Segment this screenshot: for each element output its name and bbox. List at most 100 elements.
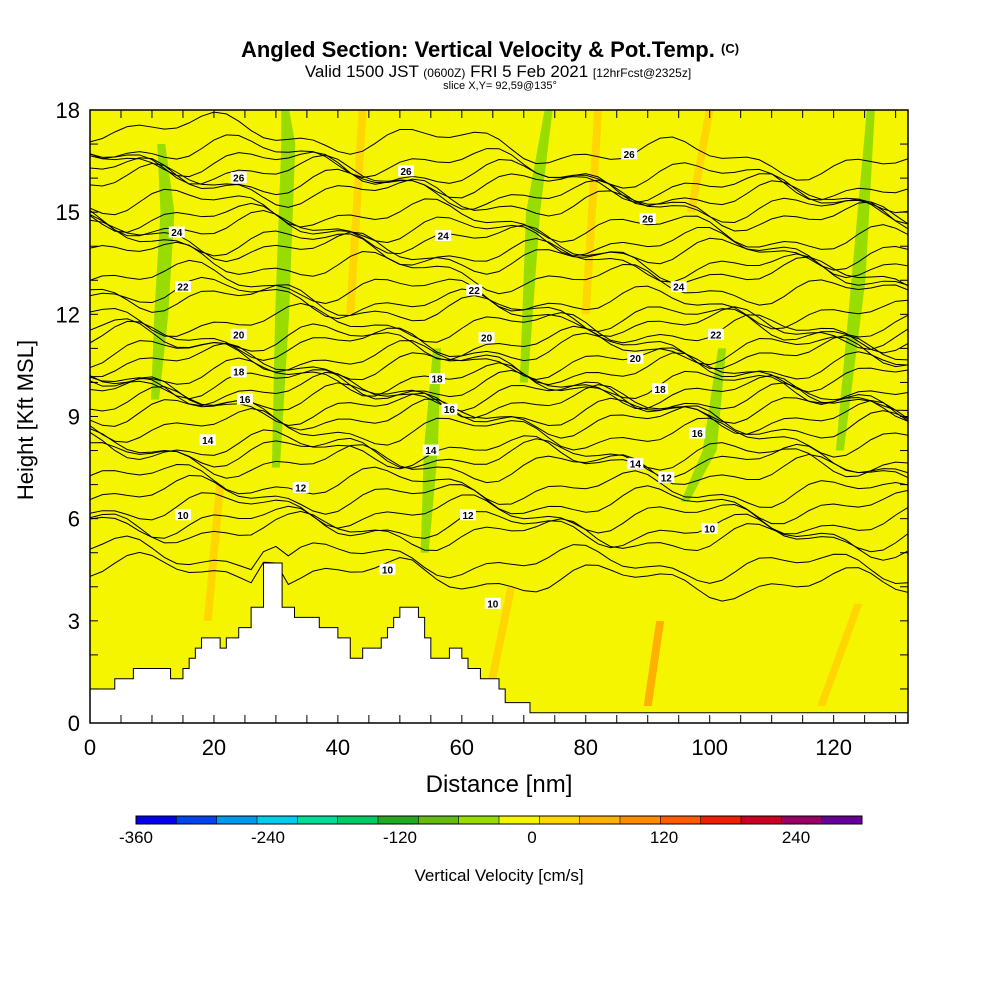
contour-label: 26 bbox=[233, 174, 245, 185]
colorbar-swatch bbox=[781, 816, 823, 824]
contour-label: 10 bbox=[487, 599, 499, 610]
contour-label-bg bbox=[707, 328, 724, 340]
contour-label-bg bbox=[627, 352, 644, 364]
contour-label: 16 bbox=[239, 395, 251, 406]
x-tick-label: 20 bbox=[202, 735, 226, 760]
theta-isoline bbox=[90, 157, 908, 230]
colorbar-swatch bbox=[741, 816, 782, 824]
velocity-region-11 bbox=[643, 620, 665, 706]
velocity-region-12 bbox=[817, 603, 863, 706]
contour-label: 22 bbox=[177, 283, 189, 294]
y-tick-label: 18 bbox=[56, 98, 80, 123]
contour-labels: 10 10 10 10 12 12 12 14 14 14 16 16 16 18 18 18 20 20 20 22… bbox=[168, 148, 724, 610]
theta-contours bbox=[90, 111, 908, 602]
colorbar-tick-label: -240 bbox=[251, 828, 285, 847]
velocity-region-9 bbox=[687, 110, 714, 213]
contour-label: 20 bbox=[233, 330, 245, 341]
velocity-region-8 bbox=[581, 110, 603, 315]
x-tick-label: 100 bbox=[691, 735, 728, 760]
contour-label: 22 bbox=[710, 330, 722, 341]
contour-label-bg bbox=[460, 509, 477, 521]
contour-label: 20 bbox=[481, 334, 493, 345]
theta-isoline bbox=[90, 134, 908, 201]
colorbar-tick-label: -120 bbox=[383, 828, 417, 847]
theta-isoline bbox=[90, 535, 908, 585]
contour-label-bg bbox=[689, 427, 706, 439]
contour-label: 22 bbox=[469, 286, 481, 297]
theta-isoline bbox=[90, 318, 908, 368]
colorbar-swatch bbox=[337, 816, 379, 824]
theta-isoline bbox=[90, 153, 908, 225]
colorbar-swatch bbox=[257, 816, 298, 824]
x-tick-label: 40 bbox=[326, 735, 350, 760]
chart-slice-info: slice X,Y= 92,59@135° bbox=[443, 80, 557, 92]
contour-label-bg bbox=[627, 458, 644, 470]
contour-label-bg bbox=[230, 328, 247, 340]
velocity-region-10 bbox=[482, 586, 516, 706]
colorbar-swatch bbox=[700, 816, 742, 824]
velocity-region-6 bbox=[203, 484, 225, 621]
x-tick-label: 80 bbox=[574, 735, 598, 760]
y-tick-label: 0 bbox=[68, 711, 80, 736]
x-axis: 0 20 40 60 80 100 120 bbox=[84, 110, 897, 760]
contour-label-bg bbox=[429, 373, 446, 385]
chart-subtitle: Valid 1500 JST (0600Z) FRI 5 Feb 2021 [1… bbox=[305, 62, 691, 81]
contour-label-bg bbox=[199, 434, 216, 446]
colorbar-swatch bbox=[176, 816, 218, 824]
colorbar-swatch bbox=[136, 816, 177, 824]
theta-isoline bbox=[90, 111, 908, 181]
contour-label: 18 bbox=[431, 375, 443, 386]
contour-label-bg bbox=[435, 230, 452, 242]
x-axis-label: Distance [nm] bbox=[426, 771, 573, 798]
theta-isoline bbox=[90, 551, 908, 602]
contour-label-bg bbox=[422, 444, 439, 456]
y-tick-label: 9 bbox=[68, 405, 80, 430]
contour-label: 10 bbox=[382, 565, 394, 576]
theta-isoline bbox=[90, 376, 908, 424]
chart-title: Angled Section: Vertical Velocity & Pot.… bbox=[241, 37, 739, 62]
contour-label-bg bbox=[484, 597, 501, 609]
contour-label: 24 bbox=[673, 283, 685, 294]
y-tick-label: 6 bbox=[68, 507, 80, 532]
contour-label-bg bbox=[174, 509, 191, 521]
colorbar-swatch bbox=[620, 816, 661, 824]
contour-label: 24 bbox=[171, 228, 183, 239]
theta-isoline bbox=[90, 259, 908, 330]
colorbar-tick-label: 240 bbox=[782, 828, 810, 847]
contour-label-bg bbox=[639, 212, 656, 224]
contour-label: 26 bbox=[400, 167, 412, 178]
contour-label: 14 bbox=[630, 460, 642, 471]
theta-isoline bbox=[90, 442, 908, 485]
theta-isoline bbox=[90, 320, 908, 369]
x-tick-label: 60 bbox=[450, 735, 474, 760]
contour-label-bg bbox=[174, 281, 191, 293]
theta-isoline bbox=[90, 219, 908, 287]
contour-label: 20 bbox=[630, 354, 642, 365]
y-tick-label: 15 bbox=[56, 200, 80, 225]
y-tick-label: 12 bbox=[56, 302, 80, 327]
colorbar-swatch bbox=[821, 816, 863, 824]
contour-label-bg bbox=[236, 393, 253, 405]
contour-label: 12 bbox=[462, 511, 474, 522]
theta-isoline bbox=[90, 202, 908, 271]
velocity-region-5 bbox=[835, 110, 875, 451]
contour-label: 16 bbox=[444, 405, 456, 416]
contour-label: 26 bbox=[642, 214, 654, 225]
colorbar-tick-label: 120 bbox=[650, 828, 678, 847]
x-tick-label: 0 bbox=[84, 735, 96, 760]
velocity-region-3 bbox=[519, 110, 553, 383]
y-axis: 0 3 6 9 12 15 18 bbox=[56, 98, 908, 736]
contour-label-bg bbox=[466, 284, 483, 296]
theta-isoline bbox=[90, 284, 908, 350]
colorbar: -360 -240 -120 0 120 240 bbox=[119, 815, 863, 847]
contour-label-bg bbox=[398, 165, 415, 177]
theta-isoline bbox=[90, 371, 908, 422]
theta-isoline bbox=[90, 241, 908, 306]
contour-label-bg bbox=[701, 522, 718, 534]
velocity-region-7 bbox=[346, 110, 367, 315]
theta-isoline bbox=[90, 428, 908, 479]
colorbar-swatch bbox=[579, 816, 621, 824]
theta-isoline bbox=[90, 429, 908, 478]
contour-label: 14 bbox=[202, 436, 214, 447]
colorbar-swatch bbox=[458, 816, 500, 824]
